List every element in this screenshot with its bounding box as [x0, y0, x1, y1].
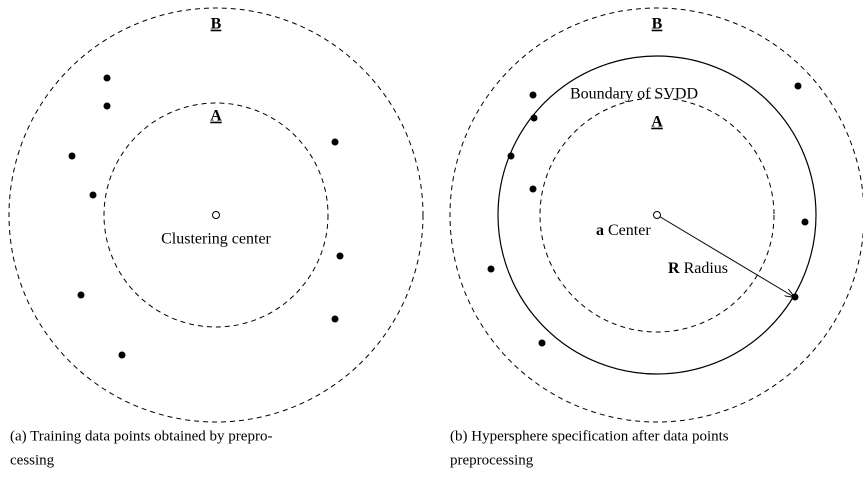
data-point: [331, 315, 339, 323]
data-point: [68, 152, 76, 160]
data-point: [794, 82, 802, 90]
inner-label: A: [651, 114, 663, 131]
data-point: [529, 185, 537, 193]
outer-label: B: [652, 16, 663, 33]
data-point: [801, 218, 809, 226]
data-point: [791, 293, 799, 301]
data-point: [507, 152, 515, 160]
center-point: [653, 211, 661, 219]
data-point: [538, 339, 546, 347]
data-point: [89, 191, 97, 199]
boundary-label: Boundary of SVDD: [570, 86, 698, 103]
data-point: [336, 252, 344, 260]
inner-label: A: [210, 108, 222, 125]
data-point: [103, 102, 111, 110]
data-point: [530, 114, 538, 122]
data-point: [331, 138, 339, 146]
caption: (a) Training data points obtained by pre…: [10, 428, 272, 444]
inner-circle: [539, 97, 775, 333]
radius-symbol: R: [668, 260, 680, 277]
data-point: [103, 74, 111, 82]
radius-text: Radius: [684, 260, 728, 277]
data-point: [77, 291, 85, 299]
data-point: [529, 91, 537, 99]
center-label: Clustering center: [161, 231, 271, 248]
center-text: Center: [608, 222, 651, 239]
caption: (b) Hypersphere specification after data…: [450, 428, 729, 444]
data-point: [487, 265, 495, 273]
radius-label: R Radius: [668, 260, 728, 277]
svdd-boundary: [497, 55, 817, 375]
radius-arrow: [656, 214, 794, 297]
inner-circle: [103, 102, 329, 328]
panel-a: B A Clustering center (a) Training data …: [8, 7, 424, 468]
caption: preprocessing: [450, 452, 534, 468]
outer-circle: [449, 7, 863, 423]
panel-b: B A Boundary of SVDD a Center R Radius (…: [449, 7, 863, 468]
center-label: a Center: [596, 222, 651, 239]
outer-label: B: [211, 16, 222, 33]
center-symbol: a: [596, 222, 604, 239]
outer-circle: [8, 7, 424, 423]
center-point: [212, 211, 220, 219]
caption: cessing: [10, 452, 55, 468]
data-point: [118, 351, 126, 359]
